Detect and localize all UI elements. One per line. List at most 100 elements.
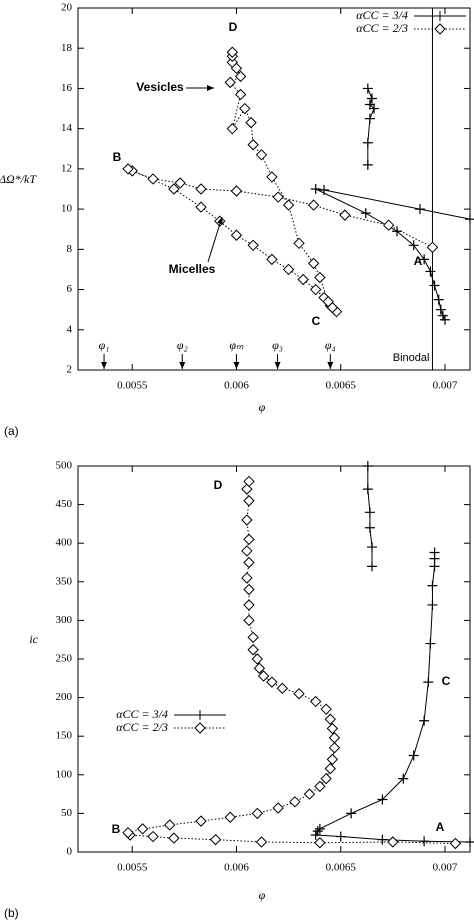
diamond-marker [147,830,159,843]
diamond-marker [247,239,259,252]
diamond-marker [297,273,309,286]
diamond-marker [147,173,159,185]
y-tick-label: 20 [61,2,73,14]
diamond-marker [243,599,255,611]
diamond-marker [241,514,253,526]
plus-marker [364,113,375,124]
phase-label: φ₂ [177,338,188,352]
annotation: A [436,820,445,834]
diamond-marker [251,807,264,820]
legend-label: αCC = 2/3 [356,21,408,35]
diamond-marker [387,836,399,848]
y-tick-label: 4 [67,323,73,335]
diamond-marker [241,483,253,495]
x-tick-label: 0.0055 [117,862,148,874]
plus-marker [414,204,425,215]
x-tick-label: 0.0065 [326,862,357,874]
diamond-marker [226,46,239,58]
diamond-marker [266,171,278,183]
x-axis-label: φ [259,400,266,414]
y-tick-label: 18 [61,42,73,54]
x-tick-label: 0.006 [224,862,249,874]
plus-marker [419,254,430,265]
plus-marker [362,461,373,471]
diamond-marker [122,826,134,839]
diamond-marker [255,149,268,161]
diamond-marker [282,199,295,211]
diamond-marker [224,811,236,823]
x-tick-label: 0.0065 [326,380,357,392]
diamond-marker [243,614,255,627]
y-tick-label: 16 [61,82,73,94]
diamond-marker [251,653,264,665]
diamond-marker [230,185,243,197]
diamond-marker [234,70,247,83]
diamond-marker [324,713,337,725]
annotation-arrow [207,216,223,263]
plus-marker [362,159,373,170]
diamond-marker [247,631,259,644]
diamond-marker [257,670,270,682]
y-tick-label: 50 [61,807,73,819]
annotation: Micelles [169,262,216,276]
plot-frame [77,465,471,853]
diamond-marker [168,832,180,844]
legend-marker [435,11,445,21]
diamond-marker [247,644,259,656]
plus-marker [367,93,377,104]
series-line [314,466,471,843]
annotation: D [214,478,223,492]
x-tick-label: 0.006 [224,380,249,392]
plus-marker [425,266,436,277]
diamond-marker [245,116,257,129]
diamond-marker [449,837,462,850]
diamond-marker [243,583,255,596]
plus-marker [310,184,321,194]
diamond-marker [307,199,320,211]
diamond-marker [320,772,332,785]
phase-label: φ₃ [272,338,283,352]
plus-marker [435,304,446,315]
legend-marker [195,710,205,720]
plus-marker [419,836,430,847]
x-tick-label: 0.007 [433,380,458,392]
plus-marker [312,826,323,837]
phase-label: φ₁ [99,338,110,352]
panel-label: (a) [4,424,19,438]
plus-marker [429,280,440,291]
series-line [315,88,471,320]
plus-marker [364,507,375,518]
diamond-marker [243,533,255,546]
plus-marker [362,484,373,495]
plus-marker [437,310,448,321]
diamond-marker [266,676,278,688]
y-tick-label: 10 [61,203,73,215]
y-tick-label: 2 [67,364,73,376]
diamond-marker [326,753,339,766]
annotation: Vesicles [136,80,184,94]
y-tick-label: 0 [67,846,73,858]
plus-marker [369,103,380,114]
diamond-marker [309,695,322,708]
plus-marker [427,599,438,610]
y-tick-label: 12 [61,162,72,174]
plus-marker [427,580,438,591]
y-axis-label: ΔΩ*/kT [0,172,37,186]
x-tick-label: 0.007 [433,862,458,874]
y-tick-label: 500 [56,460,73,472]
diamond-marker [309,283,322,296]
legend-label: αCC = 3/4 [356,8,408,22]
phase-label: φₘ [229,338,244,352]
diamond-marker [293,237,305,250]
diamond-marker [230,229,243,241]
plus-marker [362,137,373,148]
y-tick-label: 300 [56,614,73,626]
plus-marker [360,208,371,219]
annotation: A [414,254,423,268]
diamond-marker [272,191,284,203]
diamond-marker [322,295,334,308]
diamond-marker [276,682,289,695]
diamond-marker [243,556,255,569]
y-tick-label: 14 [61,122,73,134]
